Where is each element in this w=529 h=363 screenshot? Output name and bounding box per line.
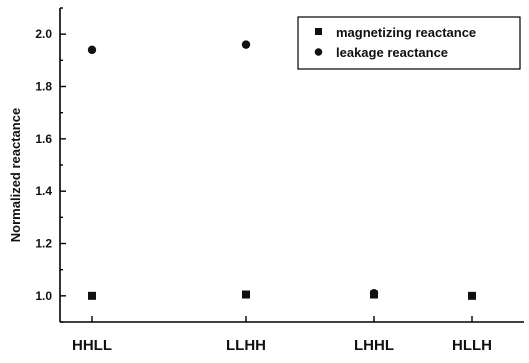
legend: magnetizing reactance leakage reactance: [297, 16, 521, 70]
legend-box: [297, 16, 521, 70]
x-tick-label-hhll: HHLL: [72, 337, 112, 354]
x-tick-label-llhh: LLHH: [226, 337, 266, 354]
y-tick-label: 1.0: [35, 289, 52, 303]
x-tick-label-lhhl: LHHL: [354, 337, 394, 354]
leakage-point-llhh: [241, 40, 251, 49]
y-tick-label: 1.6: [35, 132, 52, 146]
y-axis-ticks: 1.0 1.2 1.4 1.6 1.8 2.0: [35, 7, 66, 323]
data-points: [87, 40, 476, 300]
legend-label: leakage reactance: [336, 45, 448, 60]
legend-label: magnetizing reactance: [336, 25, 476, 40]
x-tick-label-hllh: HLLH: [452, 337, 492, 354]
y-tick-label: 1.8: [35, 80, 52, 94]
leakage-point-hhll: [87, 45, 97, 55]
legend-marker-circle: [314, 48, 323, 56]
magnetizing-point-llhh: [242, 290, 250, 299]
legend-marker-square: [315, 28, 322, 35]
y-tick-label: 1.2: [35, 237, 52, 251]
leakage-point-lhhl: [369, 289, 379, 298]
y-axis-label: Normalized reactance: [8, 108, 23, 242]
magnetizing-point-hhll: [88, 291, 96, 300]
y-tick-label: 1.4: [35, 184, 52, 198]
y-tick-label: 2.0: [35, 27, 52, 41]
magnetizing-point-hllh: [468, 291, 476, 300]
x-axis-ticks: HHLL LLHH LHHL HLLH: [72, 316, 492, 354]
